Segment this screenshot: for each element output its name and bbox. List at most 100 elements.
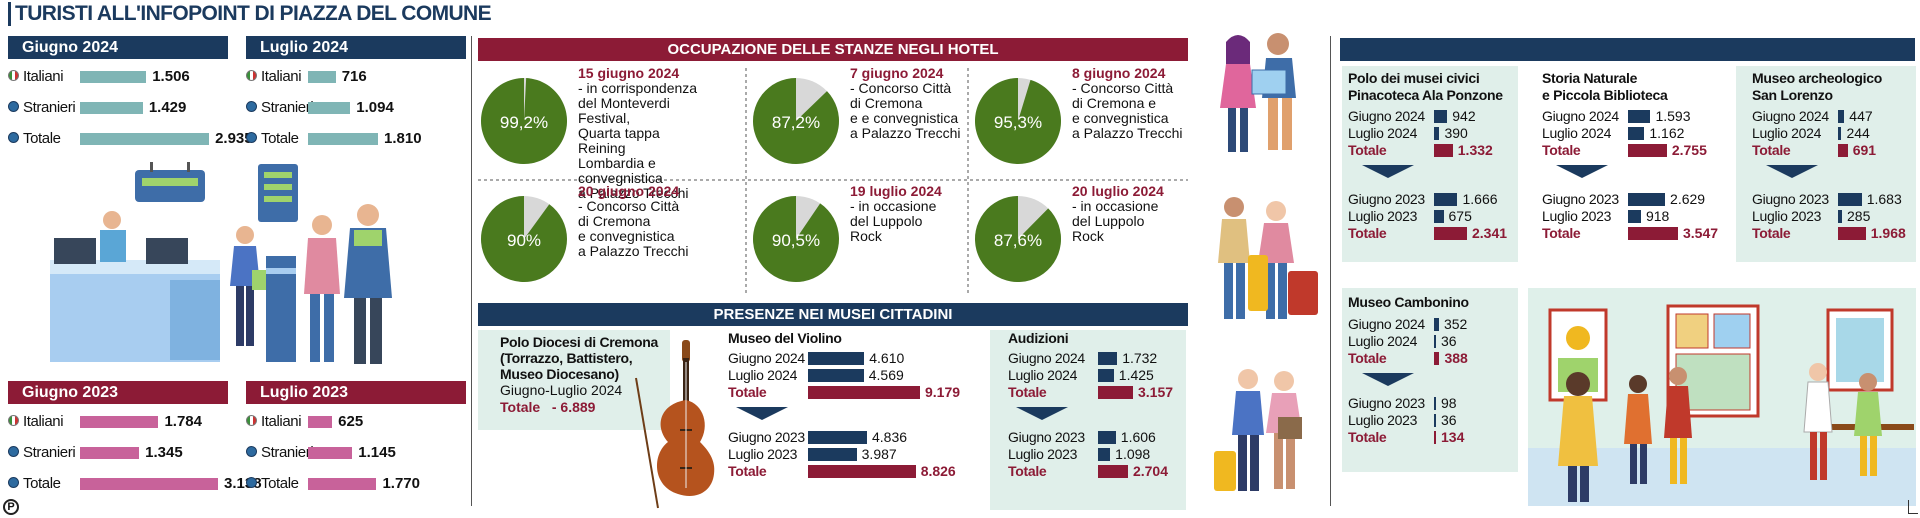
- divider-2: [1330, 36, 1331, 506]
- hotel-desc-line: Quarta tappa Reining: [578, 125, 660, 156]
- diocesi-title-1: Polo Diocesi di Cremona: [500, 334, 659, 350]
- museum-row-label: Giugno 2024: [1348, 108, 1425, 124]
- museum-bar-total: [1098, 386, 1133, 399]
- stat-value-stranieri: 1.145: [358, 444, 396, 461]
- museum-row-value: 8.826: [920, 463, 956, 479]
- page-title: TURISTI ALL'INFOPOINT DI PIAZZA DEL COMU…: [8, 2, 492, 26]
- museo-cambonino: Museo Cambonino Giugno 2024 352 Luglio 2024…: [1348, 294, 1518, 474]
- senior-tourists-illustration: [1214, 369, 1302, 491]
- stat-bar-totale: [80, 133, 210, 145]
- corner-mark: [1908, 500, 1918, 514]
- museum-row-value: 942: [1452, 108, 1476, 124]
- down-arrow-icon: [1362, 373, 1414, 386]
- museum-row-label: Totale: [728, 384, 767, 400]
- museum-row-value: 244: [1846, 125, 1870, 141]
- italy-flag-icon: [246, 415, 257, 426]
- museum-row-value: 352: [1443, 316, 1468, 332]
- museum-row-label: Totale: [1348, 350, 1387, 366]
- musei-cittadini-header: PRESENZE NEI MUSEI CITTADINI: [478, 303, 1188, 326]
- pie-percent-label: 95,3%: [993, 113, 1043, 132]
- museo-storia-naturale: Storia Naturale e Piccola Biblioteca Giugn…: [1542, 70, 1718, 260]
- hotel-date: 20 luglio 2024: [1072, 183, 1164, 199]
- museum-title: Audizioni: [1008, 330, 1069, 346]
- pie-occupancy-slice: [481, 78, 567, 164]
- museum-row-label: Luglio 2023: [1348, 208, 1418, 224]
- museum-row-label: Totale: [728, 463, 767, 479]
- museum-row-label: Giugno 2023: [1348, 395, 1425, 411]
- pie-occupancy-slice: [481, 196, 567, 282]
- stats-giugno-2024: Italiani 1.506 Stranieri 1.429 Totale 2.935: [8, 63, 253, 153]
- museum-row-label: Totale: [1542, 225, 1581, 241]
- stat-row-italiani: Italiani 1.784: [8, 408, 228, 436]
- hotel-desc-line: - in occasione: [1072, 198, 1159, 214]
- italy-flag-icon: [8, 415, 19, 426]
- divider-1: [471, 36, 472, 506]
- museum-bar-total: [1628, 227, 1678, 240]
- stat-bar-italiani: [80, 71, 147, 83]
- header-giugno-2024: Giugno 2024: [8, 36, 228, 59]
- museum-row-value: 36: [1441, 412, 1457, 428]
- hotel-pie-5: [975, 196, 1061, 282]
- museum-bar: [1434, 335, 1436, 348]
- diocesi-period: Giugno-Luglio 2024: [500, 382, 623, 398]
- museum-title: Museo del Violino: [728, 330, 842, 346]
- violin-illustration: [635, 340, 715, 509]
- hotel-desc-line: - Concorso Città: [578, 198, 680, 214]
- museum-row-value: 1.332: [1457, 142, 1493, 158]
- museum-row-value: 918: [1645, 208, 1670, 224]
- header-giugno-2023: Giugno 2023: [8, 381, 228, 404]
- museum-bar: [1838, 193, 1862, 206]
- museum-row-value: 2.755: [1671, 142, 1707, 158]
- museum-row-value: 2.629: [1670, 191, 1706, 207]
- museum-row-value: 3.987: [861, 446, 897, 462]
- stats-luglio-2024: Italiani 716 Stranieri 1.094 Totale 1.810: [246, 63, 466, 153]
- stat-row-italiani: Italiani 625: [246, 408, 466, 436]
- museum-bar: [808, 431, 867, 444]
- stat-bar-totale: [80, 478, 218, 490]
- stat-label-totale: Totale: [261, 475, 299, 492]
- museum-row-value: 134: [1441, 429, 1465, 445]
- museum-bar: [1098, 431, 1116, 444]
- diocesi-total-label: Totale: [500, 399, 541, 415]
- stat-value-italiani: 1.506: [152, 68, 190, 85]
- hotel-caption: 7 giugno 2024- Concorso Città di Cremona e…: [850, 66, 970, 141]
- stat-label-totale: Totale: [261, 130, 299, 147]
- hotel-pie-4: [753, 196, 839, 282]
- hotel-desc-line: e convegnistica: [1072, 110, 1169, 126]
- header-luglio-2024: Luglio 2024: [246, 36, 466, 59]
- museum-row-label: Giugno 2024: [1348, 316, 1425, 332]
- pie-occupancy-slice: [975, 78, 1061, 164]
- museum-bar: [1838, 210, 1843, 223]
- museum-title: Museo archeologico: [1752, 70, 1882, 86]
- museum-bar-total: [1434, 352, 1440, 365]
- museum-bar-total: [808, 465, 916, 478]
- stat-value-totale: 1.770: [382, 475, 420, 492]
- stat-value-stranieri: 1.429: [148, 99, 187, 116]
- museum-bar: [1434, 318, 1439, 331]
- diocesi-total: Totale - 6.889: [500, 399, 670, 416]
- globe-icon: [8, 477, 19, 488]
- hotel-desc-line: a Palazzo Trecchi: [1072, 125, 1183, 141]
- museum-row-label: Giugno 2024: [1752, 108, 1829, 124]
- hotel-pie-3: [481, 196, 567, 282]
- museum-row-value: 691: [1852, 142, 1877, 158]
- hotel-grid-lines: [478, 68, 1188, 294]
- museum-title: Pinacoteca Ala Ponzone: [1348, 87, 1503, 103]
- museum-row-label: Luglio 2024: [1752, 125, 1822, 141]
- hotel-desc-line: a Palazzo Trecchi: [850, 125, 961, 141]
- museum-bar: [1434, 110, 1448, 123]
- family-luggage-illustration: [1218, 197, 1318, 319]
- museum-row-value: 1.593: [1655, 108, 1691, 124]
- museum-row-value: 1.968: [1870, 225, 1906, 241]
- globe-icon: [246, 101, 257, 112]
- museum-bar: [1434, 193, 1458, 206]
- hotel-desc-line: del Luppolo: [850, 213, 923, 229]
- museum-bar-total: [1098, 465, 1128, 478]
- stat-label-italiani: Italiani: [261, 68, 302, 85]
- hotel-date: 8 giugno 2024: [1072, 65, 1166, 81]
- museum-row-value: 447: [1849, 108, 1873, 124]
- stat-label-italiani: Italiani: [23, 413, 64, 430]
- hotel-item-1: 87,2% 7 giugno 2024- Concorso Città di Cre…: [750, 62, 965, 180]
- hotel-desc-line: - Concorso Città: [850, 80, 952, 96]
- publisher-logo: P: [3, 499, 19, 515]
